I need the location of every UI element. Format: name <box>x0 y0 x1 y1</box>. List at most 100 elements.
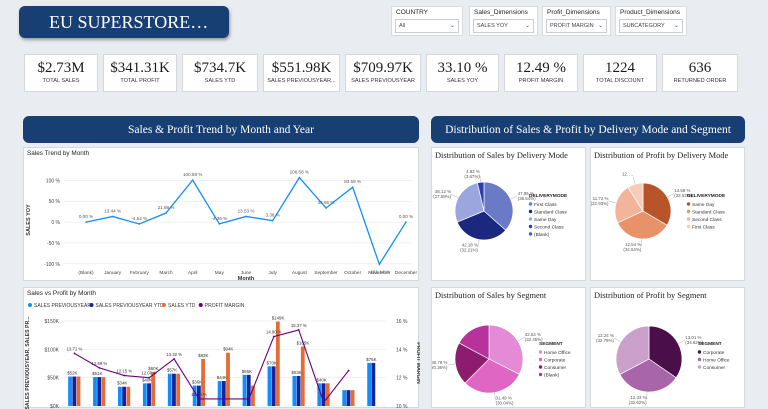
trend-point <box>245 216 247 218</box>
bar <box>326 383 330 406</box>
pie-panel-sales-segment[interactable]: Distribution of Sales by Segment 42.53 %… <box>431 287 586 408</box>
kpi-label: SALES YOY <box>427 78 498 84</box>
callout-line <box>633 176 635 184</box>
bar-label: $55K <box>242 369 252 374</box>
kpi-value: 12.49 % <box>505 60 577 77</box>
margin-label: 13.32 % <box>166 352 182 357</box>
kpi-value: $2.73M <box>25 60 97 77</box>
legend-item: Corporate <box>703 350 725 356</box>
filter-value: All <box>399 23 405 29</box>
y-tick-label: $0K <box>50 404 60 409</box>
kpi-value: $551.98K <box>264 60 339 77</box>
callout-line <box>510 196 517 199</box>
trend-banner: Sales & Profit Trend by Month and Year <box>23 116 419 143</box>
bar-label: $70K <box>267 360 277 365</box>
filter-dropdown[interactable]: SUBCATEGORY⌄ <box>619 19 683 33</box>
pie-chart-profit-delivery[interactable]: 14.58 %(33.52%)12.54 %(34.54%)11.72 %(22… <box>591 148 746 282</box>
chevron-down-icon: ⌄ <box>450 22 455 29</box>
y-axis-label: SALES PREVIOUSYEAR, SALES PR... <box>25 316 31 409</box>
legend-marker <box>687 225 690 228</box>
bar-label: $57K <box>167 368 177 373</box>
y2-axis-label: PROFIT MARGIN <box>415 342 420 384</box>
margin-point <box>123 375 125 377</box>
legend-marker <box>90 303 94 307</box>
legend-item: Consumer <box>703 365 726 371</box>
pie-panel-profit-delivery[interactable]: Distribution of Profit by Delivery Mode … <box>590 147 745 281</box>
margin-label: 15.37 % <box>291 323 307 328</box>
filter-label: Sales_Dimensions <box>474 9 528 16</box>
data-label: 33.65 % <box>318 200 335 205</box>
pie-chart-profit-segment[interactable]: 13.01 %(34.62%)12.33 %(32.62%)12.24 %(32… <box>591 288 746 409</box>
bar <box>243 375 247 406</box>
callout-line <box>667 193 674 197</box>
bar <box>93 377 97 406</box>
sales-vs-profit-panel[interactable]: Sales vs Profit by Month SALES PREVIOUSY… <box>23 287 419 408</box>
y-tick-label: -50 % <box>47 241 61 247</box>
legend-marker <box>529 210 532 213</box>
y-axis-label: SALES YOY <box>26 204 32 236</box>
margin-point <box>323 402 325 404</box>
x-tick-label: September <box>314 270 338 276</box>
trend-point <box>325 207 327 209</box>
bar <box>268 366 272 406</box>
kpi-label: PROFIT MARGIN <box>505 78 577 84</box>
trend-point <box>165 212 167 214</box>
pie-callout: (32.62%) <box>629 400 647 405</box>
pie-callout: (20.36%) <box>432 365 448 370</box>
pie-chart-sales-delivery[interactable]: 47.85 %(36.54%)42.18 %(32.21%)36.12 %(27… <box>432 148 587 282</box>
filter-dropdown[interactable]: All ⌄ <box>395 19 459 33</box>
bar-label: $52K <box>67 371 77 376</box>
legend-marker <box>529 217 532 220</box>
callout-line <box>480 174 481 182</box>
bar-label: $53K <box>292 370 302 375</box>
bar-label: $34K <box>117 381 127 386</box>
legend-item: Standard Class <box>534 209 567 215</box>
sales-trend-panel[interactable]: Sales Trend by Month 100 %50 %0 %-50 %-1… <box>23 147 419 281</box>
data-label: 13.53 % <box>238 208 255 213</box>
x-tick-label: (Blank) <box>78 270 94 276</box>
margin-label: 12.69 % <box>91 361 107 366</box>
trend-point <box>379 264 381 266</box>
bar <box>126 387 130 406</box>
data-label: 100.59 % <box>183 172 202 177</box>
callout-line <box>447 364 455 365</box>
app-title[interactable]: EU SUPERSTORE… <box>19 6 229 38</box>
legend-marker <box>687 202 690 205</box>
bar-label: $40K <box>316 377 326 382</box>
trend-point <box>352 186 354 188</box>
data-label: -4.52 % <box>131 216 147 221</box>
trend-point <box>299 177 301 179</box>
filter-label: Product_Dimensions <box>620 9 680 16</box>
filter-value: SUBCATEGORY <box>623 23 665 29</box>
kpi-card: 12.49 %PROFIT MARGIN <box>504 54 578 92</box>
margin-point <box>173 358 175 360</box>
y2-tick-label: 12 % <box>396 376 408 382</box>
filter-product-dimensions[interactable]: Product_Dimensions SUBCATEGORY⌄ <box>615 6 687 36</box>
x-tick-label: May <box>215 270 225 276</box>
data-label: 13.44 % <box>104 208 121 213</box>
pie-panel-profit-segment[interactable]: Distribution of Profit by Segment 13.01 … <box>590 287 745 408</box>
data-label: 3.38 % <box>266 213 280 218</box>
callout-line <box>478 240 479 248</box>
x-axis-label: Month <box>238 276 255 282</box>
filter-sales-dimensions[interactable]: Sales_Dimensions SALES YOY⌄ <box>469 6 538 36</box>
pie-chart-sales-segment[interactable]: 42.53 %(32.45%)31.49 %(30.04%)30.78 %(20… <box>432 288 587 409</box>
filter-dropdown[interactable]: PROFIT MARGIN⌄ <box>546 19 607 33</box>
filter-label: COUNTRY <box>396 9 428 16</box>
pie-callout: (32.76%) <box>596 338 614 343</box>
bar <box>68 377 72 406</box>
filter-dropdown[interactable]: SALES YOY⌄ <box>473 19 534 33</box>
legend-item: Corporate <box>544 357 566 363</box>
x-tick-label: August <box>292 270 308 276</box>
legend-marker <box>199 303 203 307</box>
bar <box>367 363 371 406</box>
legend-marker <box>28 303 32 307</box>
pie-panel-sales-delivery[interactable]: Distribution of Sales by Delivery Mode 4… <box>431 147 586 281</box>
filter-country[interactable]: COUNTRY All ⌄ <box>391 6 463 36</box>
